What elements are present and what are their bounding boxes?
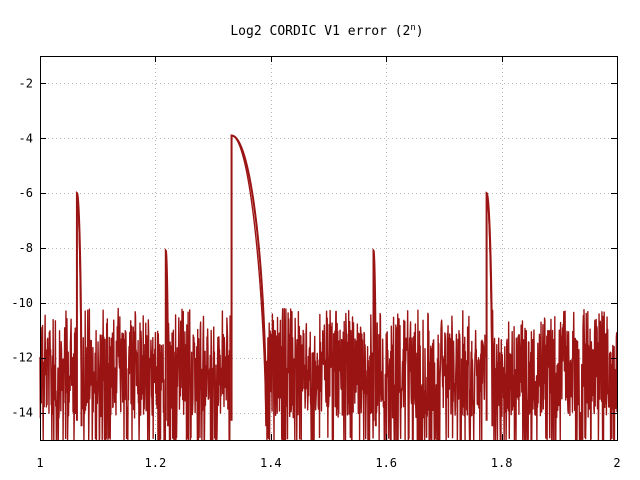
- y-tick-label: -6: [19, 186, 33, 200]
- error-line: [39, 134, 618, 441]
- error-peak: [372, 247, 377, 427]
- y-tick-label: -14: [11, 406, 33, 420]
- error-peak: [164, 247, 170, 427]
- y-tick-label: -10: [11, 296, 33, 310]
- error-peak: [230, 134, 268, 427]
- y-axis-labels: -2 -4 -6 -8 -10 -12 -14: [11, 76, 33, 419]
- error-peak: [75, 191, 83, 427]
- y-tick-label: -4: [19, 131, 33, 145]
- x-tick-label: 2: [613, 456, 620, 470]
- series-error: [39, 134, 618, 441]
- axis-ticks: [40, 56, 618, 440]
- chart-title: Log2 CORDIC V1 error (2n): [230, 23, 423, 39]
- error-peak: [485, 191, 494, 427]
- x-tick-label: 1.8: [491, 456, 513, 470]
- x-tick-label: 1: [36, 456, 43, 470]
- x-tick-label: 1.2: [145, 456, 167, 470]
- x-tick-label: 1.4: [260, 456, 282, 470]
- y-tick-label: -8: [19, 241, 33, 255]
- y-tick-label: -12: [11, 351, 33, 365]
- x-axis-labels: 1 1.2 1.4 1.6 1.8 2: [36, 456, 620, 470]
- y-tick-label: -2: [19, 76, 33, 90]
- x-tick-label: 1.6: [375, 456, 397, 470]
